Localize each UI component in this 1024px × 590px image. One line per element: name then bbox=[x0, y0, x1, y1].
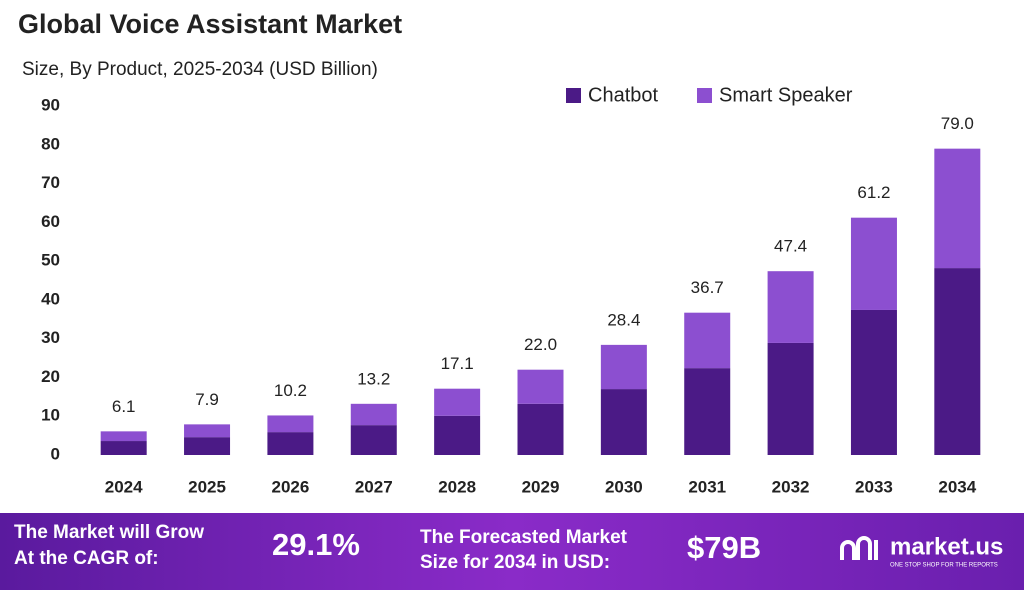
bar-segment bbox=[267, 432, 314, 455]
bar-segment bbox=[850, 309, 897, 455]
x-tick-label: 2027 bbox=[355, 477, 393, 496]
forecast-value: $79B bbox=[687, 530, 761, 565]
y-tick-label: 90 bbox=[41, 95, 60, 114]
y-tick-label: 50 bbox=[41, 251, 60, 270]
brand-logo bbox=[840, 536, 878, 560]
y-tick-label: 10 bbox=[41, 406, 60, 425]
logo-icon bbox=[840, 536, 878, 560]
y-tick-label: 60 bbox=[41, 212, 60, 231]
bar-segment bbox=[517, 403, 564, 455]
total-label: 28.4 bbox=[607, 310, 640, 329]
x-tick-label: 2033 bbox=[855, 477, 893, 496]
bar-segment bbox=[767, 271, 814, 343]
legend-label: Smart Speaker bbox=[719, 84, 853, 106]
chart-subtitle: Size, By Product, 2025-2034 (USD Billion… bbox=[22, 59, 378, 80]
x-tick-label: 2024 bbox=[105, 477, 143, 496]
legend-label: Chatbot bbox=[588, 84, 658, 106]
y-tick-label: 80 bbox=[41, 134, 60, 153]
y-tick-label: 20 bbox=[41, 367, 60, 386]
forecast-text: Size for 2034 in USD: bbox=[420, 552, 610, 573]
total-label: 22.0 bbox=[524, 335, 557, 354]
total-label: 61.2 bbox=[857, 183, 890, 202]
bar-segment bbox=[350, 425, 397, 455]
bar-segment bbox=[267, 415, 314, 433]
bar-segment bbox=[100, 441, 147, 455]
bar-segment bbox=[184, 424, 231, 438]
bar-segment bbox=[600, 389, 647, 455]
y-tick-label: 30 bbox=[41, 328, 60, 347]
y-tick-label: 70 bbox=[41, 173, 60, 192]
total-label: 47.4 bbox=[774, 237, 807, 256]
cagr-value: 29.1% bbox=[272, 527, 360, 562]
bar-segment bbox=[600, 344, 647, 390]
total-label: 7.9 bbox=[195, 390, 219, 409]
bar-segment bbox=[934, 148, 981, 269]
total-label: 17.1 bbox=[441, 354, 474, 373]
total-label: 13.2 bbox=[357, 369, 390, 388]
brand-tagline: ONE STOP SHOP FOR THE REPORTS bbox=[890, 563, 998, 569]
cagr-text: The Market will Grow bbox=[14, 522, 204, 543]
bar-segment bbox=[850, 217, 897, 310]
x-tick-label: 2034 bbox=[938, 477, 976, 496]
total-label: 6.1 bbox=[112, 397, 136, 416]
cagr-text: At the CAGR of: bbox=[14, 548, 159, 569]
x-tick-label: 2030 bbox=[605, 477, 643, 496]
brand-name: market.us bbox=[890, 533, 1003, 560]
bar-segment bbox=[434, 415, 481, 455]
y-tick-label: 40 bbox=[41, 289, 60, 308]
legend-swatch bbox=[697, 88, 712, 103]
bar-segment bbox=[767, 342, 814, 455]
bar-segment bbox=[934, 268, 981, 455]
bar-segment bbox=[517, 369, 564, 404]
x-tick-label: 2026 bbox=[271, 477, 309, 496]
bar-segment bbox=[434, 388, 481, 416]
bar-segment bbox=[684, 368, 731, 455]
bar-segment bbox=[184, 437, 231, 455]
x-tick-label: 2028 bbox=[438, 477, 476, 496]
x-tick-label: 2032 bbox=[772, 477, 810, 496]
bar-segment bbox=[684, 312, 731, 369]
forecast-text: The Forecasted Market bbox=[420, 527, 628, 548]
bar-segment bbox=[350, 403, 397, 426]
total-label: 10.2 bbox=[274, 381, 307, 400]
total-label: 79.0 bbox=[941, 114, 974, 133]
legend-swatch bbox=[566, 88, 581, 103]
chart-title: Global Voice Assistant Market bbox=[18, 9, 402, 39]
x-tick-label: 2029 bbox=[522, 477, 560, 496]
bar-segment bbox=[100, 431, 147, 442]
x-tick-label: 2031 bbox=[688, 477, 726, 496]
x-tick-label: 2025 bbox=[188, 477, 226, 496]
y-tick-label: 0 bbox=[51, 444, 60, 463]
total-label: 36.7 bbox=[691, 278, 724, 297]
